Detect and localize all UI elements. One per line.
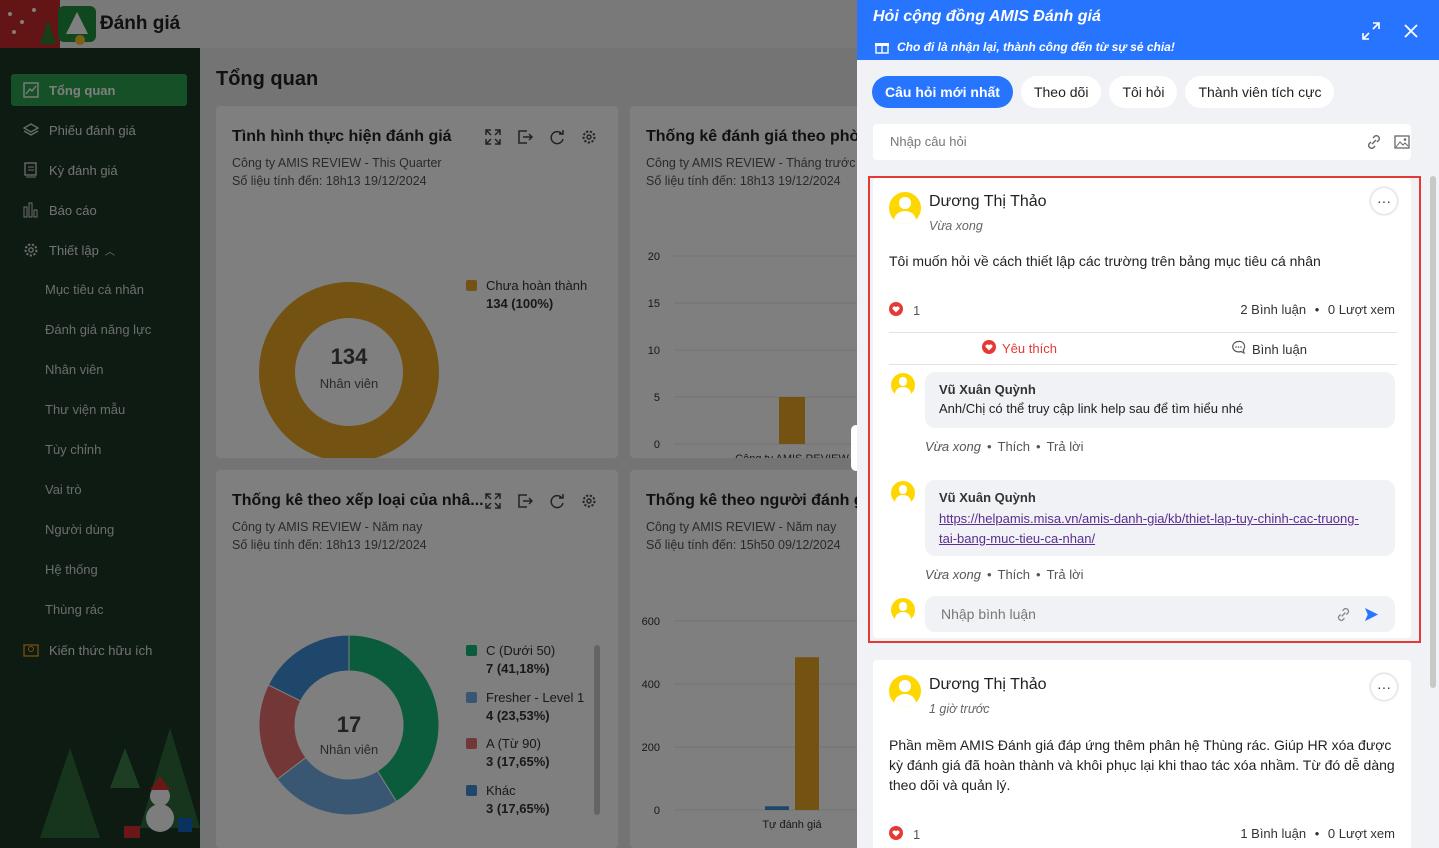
more-dots-icon: ··· [1377, 193, 1391, 209]
like-count: 1 [913, 827, 921, 842]
post-text: Phần mềm AMIS Đánh giá đáp ứng thêm phân… [889, 735, 1395, 795]
avatar[interactable] [889, 192, 921, 224]
comment-time: Vừa xong [925, 567, 981, 582]
meta-separator: • [1036, 567, 1041, 582]
comment-label: Bình luận [1252, 341, 1307, 357]
avatar[interactable] [891, 373, 915, 397]
drawer-handle[interactable] [851, 425, 861, 471]
modal-backdrop[interactable] [0, 0, 857, 848]
stat-separator: • [1314, 302, 1320, 317]
panel-scrollbar[interactable] [1430, 176, 1436, 688]
post-text-line: kỳ đánh giá đã hoàn thành và khôi phục l… [889, 757, 1395, 773]
post-stats: 2 Bình luận • 0 Lượt xem [1240, 302, 1395, 317]
image-icon[interactable] [1393, 133, 1411, 151]
post-text-line: Phần mềm AMIS Đánh giá đáp ứng thêm phân… [889, 737, 1392, 753]
help-link-line[interactable]: tai-bang-muc-tieu-ca-nhan/ [939, 531, 1096, 546]
maximize-icon[interactable] [1360, 20, 1382, 42]
panel-tabs: Câu hỏi mới nhất Theo dõi Tôi hỏi Thành … [872, 76, 1335, 108]
meta-separator: • [986, 439, 992, 454]
avatar [891, 598, 915, 622]
post-author[interactable]: Dương Thị Thảo [929, 676, 1047, 693]
community-panel: Hỏi cộng đồng AMIS Đánh giá Cho đi là nh… [857, 0, 1439, 848]
ask-placeholder: Nhập câu hỏi [890, 134, 967, 149]
close-icon[interactable] [1400, 20, 1422, 42]
comment-reply-link[interactable]: Trả lời [1046, 567, 1084, 582]
comment-meta: Vừa xong • Thích • Trả lời [925, 439, 1084, 454]
comment-like-link[interactable]: Thích [997, 439, 1031, 454]
like-label: Yêu thích [1002, 341, 1057, 356]
panel-header: Hỏi cộng đồng AMIS Đánh giá Cho đi là nh… [857, 0, 1439, 60]
stat-separator: • [1314, 826, 1320, 841]
comment-placeholder: Nhập bình luận [941, 606, 1036, 622]
comment-meta: Vừa xong • Thích • Trả lời [925, 567, 1084, 582]
comment-author[interactable]: Vũ Xuân Quỳnh [939, 490, 1036, 505]
attach-link-icon[interactable] [1365, 133, 1383, 151]
like-button[interactable]: Yêu thích [982, 340, 1057, 357]
divider [889, 332, 1397, 333]
comment-time: Vừa xong [925, 439, 981, 454]
post-stats: 1 Bình luận • 0 Lượt xem [1240, 826, 1395, 841]
panel-slogan: Cho đi là nhận lại, thành công đến từ sự… [897, 40, 1175, 54]
comment-input[interactable]: Nhập bình luận [925, 596, 1395, 632]
comment-bubble: Vũ Xuân Quỳnh https://helpamis.misa.vn/a… [925, 480, 1395, 556]
more-options-button[interactable]: ··· [1371, 188, 1397, 214]
tab-following[interactable]: Theo dõi [1020, 76, 1102, 108]
comment-bubble: Vũ Xuân Quỳnh Anh/Chị có thể truy cập li… [925, 372, 1395, 428]
comment-author[interactable]: Vũ Xuân Quỳnh [939, 382, 1036, 397]
post-author[interactable]: Dương Thị Thảo [929, 193, 1047, 210]
send-icon[interactable] [1363, 606, 1379, 622]
meta-separator: • [986, 567, 992, 582]
view-count: 0 Lượt xem [1327, 302, 1395, 317]
comment-count[interactable]: 1 Bình luận [1240, 826, 1307, 841]
help-link-line[interactable]: https://helpamis.misa.vn/amis-danh-gia/k… [939, 511, 1359, 526]
like-count: 1 [913, 303, 921, 318]
heart-icon [982, 340, 996, 357]
help-link[interactable]: https://helpamis.misa.vn/amis-danh-gia/k… [939, 509, 1379, 549]
post-text-line: theo dõi và quản lý. [889, 777, 1011, 793]
heart-icon [889, 826, 903, 843]
post-likes: 1 [889, 826, 920, 843]
comment-bubble-icon [1231, 340, 1246, 358]
comment-reply-link[interactable]: Trả lời [1046, 439, 1084, 454]
tab-active-members[interactable]: Thành viên tích cực [1185, 76, 1335, 108]
more-options-button[interactable]: ··· [1371, 674, 1397, 700]
attach-link-icon[interactable] [1335, 606, 1351, 622]
question-post: Dương Thị Thảo Vừa xong ··· Tôi muốn hỏi… [873, 178, 1411, 638]
avatar[interactable] [891, 481, 915, 505]
post-text: Tôi muốn hỏi về cách thiết lập các trườn… [889, 253, 1321, 269]
panel-title: Hỏi cộng đồng AMIS Đánh giá [873, 8, 1101, 25]
ask-question-input[interactable]: Nhập câu hỏi [873, 124, 1411, 160]
comment-button[interactable]: Bình luận [1231, 340, 1307, 358]
comment-text: Anh/Chị có thể truy cập link help sau để… [939, 401, 1244, 416]
comment-like-link[interactable]: Thích [997, 567, 1031, 582]
tab-newest[interactable]: Câu hỏi mới nhất [872, 76, 1013, 108]
heart-icon [889, 302, 903, 319]
comment-count[interactable]: 2 Bình luận [1240, 302, 1307, 317]
question-post: Dương Thị Thảo 1 giờ trước ··· Phần mềm … [873, 660, 1411, 848]
post-likes: 1 [889, 302, 920, 319]
divider [889, 364, 1397, 365]
meta-separator: • [1036, 439, 1041, 454]
avatar[interactable] [889, 675, 921, 707]
post-time: Vừa xong [929, 219, 983, 233]
view-count: 0 Lượt xem [1327, 826, 1395, 841]
gift-icon [873, 38, 891, 56]
more-dots-icon: ··· [1377, 679, 1391, 695]
post-time: 1 giờ trước [929, 702, 990, 716]
tab-my-questions[interactable]: Tôi hỏi [1109, 76, 1178, 108]
